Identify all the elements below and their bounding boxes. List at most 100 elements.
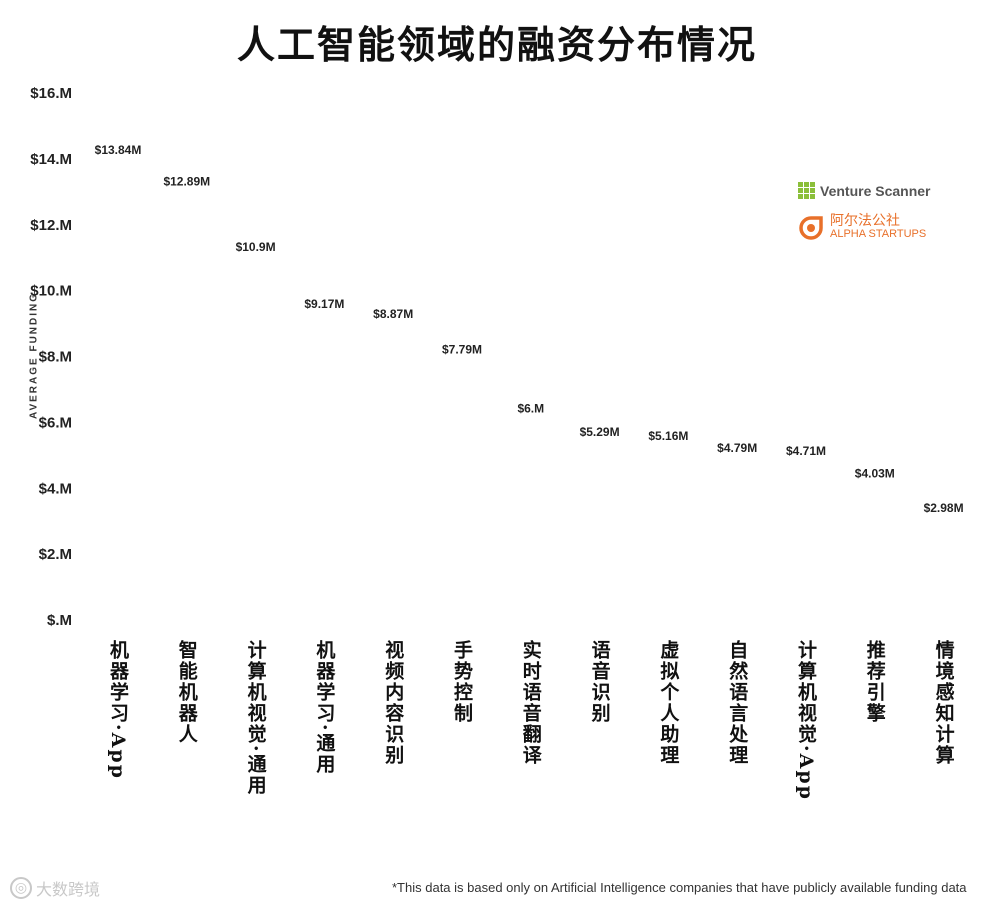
category-label: 机器学习·App <box>107 640 129 780</box>
robot-icon <box>785 488 827 555</box>
watermark-icon: ◎ <box>10 877 32 899</box>
category-label: 推荐引擎 <box>863 640 886 724</box>
category-label: 自然语言处理 <box>726 640 749 766</box>
robot-icon <box>441 422 483 489</box>
bar-6 <box>441 363 483 620</box>
bar-9 <box>647 450 690 620</box>
y-tick-label: $10.M <box>30 283 72 300</box>
category-label: 情境感知计算 <box>932 640 955 766</box>
robot-icon <box>510 422 552 489</box>
value-label: $4.79M <box>717 441 757 455</box>
y-tick-label: $4.M <box>39 480 72 497</box>
robot-icon <box>97 290 139 357</box>
robot-icon <box>372 327 414 357</box>
robot-icon <box>372 554 414 620</box>
robot-icon <box>303 422 346 489</box>
robot-icon <box>234 488 277 555</box>
bar-4 <box>303 317 346 620</box>
bar-2 <box>166 195 208 620</box>
robot-icon <box>97 554 139 620</box>
robot-icon <box>166 356 208 423</box>
robot-icon <box>234 554 277 620</box>
robot-icon <box>441 554 483 620</box>
chart-marks: $13.84M $12.89M $10.9M $9.17M $8.87M $7.79M $6… <box>95 143 965 620</box>
robot-icon <box>234 290 277 357</box>
bar-8 <box>578 445 621 620</box>
robot-icon <box>785 554 827 620</box>
category-label: 语音识别 <box>588 640 611 724</box>
alpha-startups-icon <box>799 216 823 240</box>
venture-scanner-grid-icon <box>798 182 815 199</box>
robot-icon <box>578 554 621 620</box>
robot-icon <box>166 290 208 357</box>
watermark-text: 大数跨境 <box>36 880 101 899</box>
value-label: $4.71M <box>786 444 826 458</box>
robot-icon <box>97 164 139 225</box>
category-label: 手势控制 <box>451 640 473 724</box>
robot-icon <box>166 224 208 291</box>
bar-7 <box>510 422 552 620</box>
robot-icon <box>716 488 758 555</box>
robot-icon <box>854 554 896 620</box>
robot-icon <box>578 488 621 555</box>
y-tick-label: $6.M <box>39 414 72 431</box>
value-label: $8.87M <box>373 307 413 321</box>
value-label: $10.9M <box>236 240 276 254</box>
alpha-startups-cn: 阿尔法公社 <box>830 213 900 229</box>
robot-icon <box>372 422 414 489</box>
robot-icon <box>510 488 552 555</box>
robot-icon <box>166 195 208 225</box>
y-axis-title: AVERAGE FUNDING <box>28 291 40 420</box>
venture-scanner-logo: Venture Scanner <box>798 182 931 199</box>
value-label: $4.03M <box>855 466 895 480</box>
robot-icon <box>441 488 483 555</box>
watermark: ◎ 大数跨境 <box>10 876 100 900</box>
category-label: 机器学习·通用 <box>313 640 336 775</box>
robot-icon <box>854 487 896 489</box>
chart-title: 人工智能领域的融资分布情况 <box>236 22 757 67</box>
robot-icon <box>234 422 277 489</box>
value-label: $7.79M <box>442 342 482 356</box>
robot-icon <box>303 488 346 555</box>
value-label: $9.17M <box>304 297 344 311</box>
y-tick-label: $2.M <box>39 546 72 563</box>
bar-5 <box>372 327 414 620</box>
robot-icon <box>510 554 552 620</box>
robot-icon <box>922 521 965 555</box>
category-label: 视频内容识别 <box>382 640 405 766</box>
y-tick-label: $8.M <box>39 349 72 366</box>
alpha-startups-logo: 阿尔法公社 ALPHA STARTUPS <box>798 213 926 241</box>
y-tick-label: $16.M <box>30 85 72 102</box>
robot-icon <box>372 488 414 555</box>
robot-icon <box>303 356 346 423</box>
footnote: *This data is based only on Artificial I… <box>392 880 967 895</box>
value-label: $5.29M <box>580 425 620 439</box>
y-tick-label: $.M <box>47 612 72 629</box>
category-label: 计算机视觉·App <box>795 640 817 801</box>
category-label: 虚拟个人助理 <box>657 640 680 766</box>
robot-icon <box>166 488 208 555</box>
robot-icon <box>234 260 277 291</box>
category-label: 计算机视觉·通用 <box>244 640 267 796</box>
robot-icon <box>234 356 277 423</box>
robot-icon <box>647 488 690 555</box>
robot-icon <box>716 554 758 620</box>
value-label: $6.M <box>517 401 544 415</box>
bar-1 <box>97 164 139 620</box>
value-label: $13.84M <box>95 143 142 157</box>
category-label: 实时语音翻译 <box>519 640 542 766</box>
robot-icon <box>922 554 965 620</box>
robot-icon <box>166 422 208 489</box>
robot-icon <box>441 363 483 423</box>
bar-12 <box>854 487 896 620</box>
value-label: $5.16M <box>648 429 688 443</box>
value-label: $2.98M <box>924 501 964 515</box>
robot-icon <box>647 554 690 620</box>
y-axis: $.M $2.M $4.M $6.M $8.M $10.M $12.M $14.M $16.M <box>30 85 72 629</box>
robot-icon <box>97 224 139 291</box>
value-label: $12.89M <box>163 174 210 188</box>
robot-icon <box>97 422 139 489</box>
bar-3 <box>234 260 277 620</box>
category-label: 智能机器人 <box>175 640 198 745</box>
robot-icon <box>854 488 896 555</box>
